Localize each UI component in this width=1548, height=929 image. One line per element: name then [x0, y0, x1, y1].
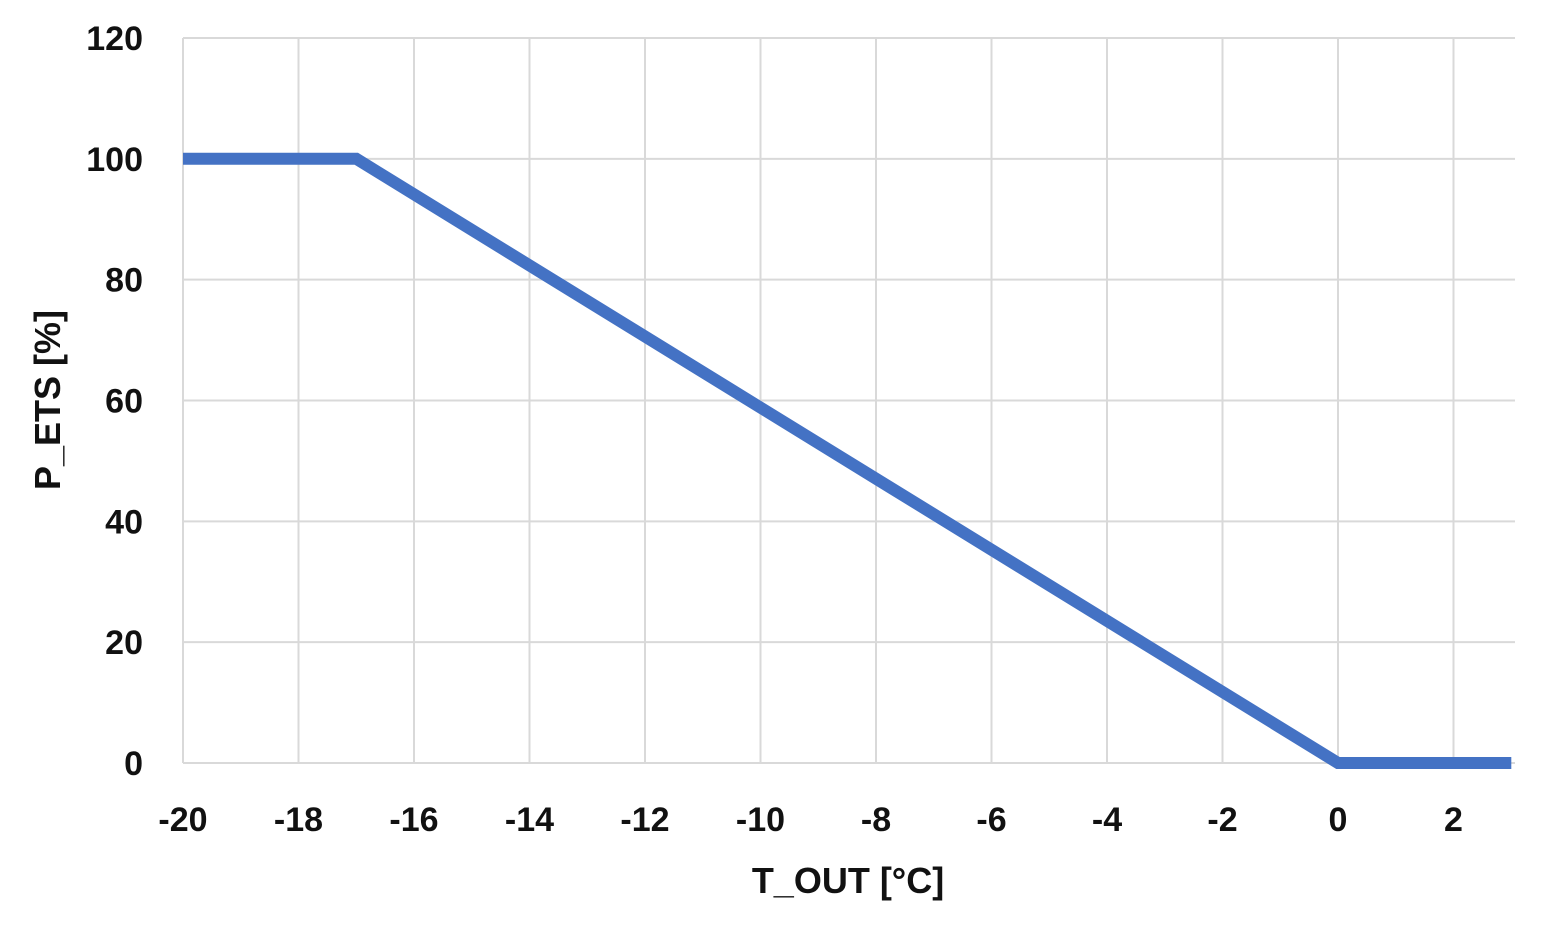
- y-tick-label: 0: [124, 745, 143, 783]
- series-line: [183, 152, 1512, 769]
- x-tick-label: -4: [1092, 801, 1122, 839]
- y-axis-title: P_ETS [%]: [27, 310, 68, 490]
- x-axis-ticks: -20 -18 -16 -14 -12 -10 -8 -6 -4 -2 0 2: [158, 801, 1463, 839]
- x-tick-label: -12: [620, 801, 669, 839]
- x-tick-label: 2: [1444, 801, 1463, 839]
- y-tick-label: 80: [105, 262, 143, 300]
- x-tick-label: -8: [861, 801, 891, 839]
- y-tick-label: 120: [86, 20, 143, 58]
- x-tick-label: -10: [736, 801, 785, 839]
- x-tick-label: -2: [1207, 801, 1237, 839]
- y-tick-label: 60: [105, 383, 143, 421]
- x-tick-label: -14: [505, 801, 554, 839]
- x-tick-label: 0: [1329, 801, 1348, 839]
- series-layer: [182, 152, 1512, 769]
- x-tick-label: -18: [274, 801, 323, 839]
- x-tick-label: -20: [158, 801, 207, 839]
- y-axis-ticks: 0 20 40 60 80 100 120: [86, 20, 143, 783]
- x-axis-title: T_OUT [°C]: [752, 860, 944, 901]
- y-tick-label: 40: [105, 503, 143, 541]
- y-tick-label: 20: [105, 624, 143, 662]
- y-tick-label: 100: [86, 141, 143, 179]
- gridlines: [182, 37, 1515, 764]
- x-tick-label: -6: [976, 801, 1006, 839]
- x-tick-label: -16: [389, 801, 438, 839]
